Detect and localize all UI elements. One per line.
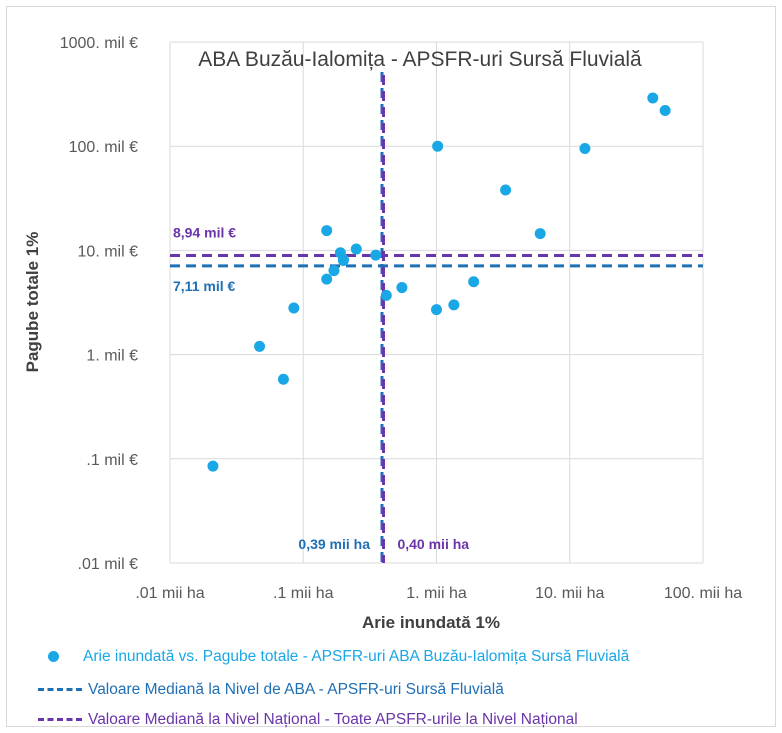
data-point bbox=[659, 105, 671, 117]
x-tick-label: .1 mii ha bbox=[273, 585, 334, 602]
x-tick-label: 1. mii ha bbox=[406, 585, 467, 602]
data-point bbox=[579, 143, 591, 155]
y-tick-label: 100. mil € bbox=[69, 139, 138, 156]
median-aba-x-label: 0,39 mii ha bbox=[298, 536, 370, 552]
data-point bbox=[468, 276, 480, 288]
y-tick-label: 10. mil € bbox=[78, 243, 139, 260]
chart-frame bbox=[6, 6, 776, 727]
data-point bbox=[432, 140, 444, 152]
data-point bbox=[647, 92, 659, 104]
data-point bbox=[448, 299, 460, 311]
median-national-y-label: 8,94 mil € bbox=[173, 224, 236, 240]
y-tick-label: 1000. mil € bbox=[60, 35, 138, 52]
data-point bbox=[350, 243, 362, 255]
legend-label-median-national: Valoare Mediană la Nivel Național - Toat… bbox=[88, 711, 578, 728]
data-point bbox=[207, 460, 219, 472]
x-tick-label: 10. mii ha bbox=[535, 585, 604, 602]
median-lines-layer: 8,94 mil € 7,11 mil € 0,39 mii ha 0,40 mii … bbox=[170, 72, 703, 563]
median-aba-y-label: 7,11 mil € bbox=[173, 278, 235, 294]
data-point bbox=[277, 373, 289, 385]
x-tick-label: .01 mii ha bbox=[135, 585, 204, 602]
legend-dash-marker-aba bbox=[38, 688, 82, 692]
x-tick-label: 100. mii ha bbox=[664, 585, 742, 602]
legend-item-median-national: Valoare Mediană la Nivel Național - Toat… bbox=[38, 711, 578, 729]
y-tick-label: 1. mil € bbox=[86, 348, 138, 365]
data-point bbox=[321, 273, 333, 285]
y-axis-label: Pagube totale 1% bbox=[23, 232, 42, 373]
y-tick-label: .01 mil € bbox=[78, 556, 139, 573]
data-point bbox=[370, 249, 382, 261]
x-axis-label: Arie inundată 1% bbox=[362, 613, 500, 632]
data-point bbox=[431, 304, 442, 316]
chart-title: ABA Buzău-Ialomița - APSFR-uri Sursă Flu… bbox=[198, 48, 642, 71]
data-point bbox=[321, 225, 333, 237]
data-point bbox=[288, 302, 300, 314]
median-national-x-label: 0,40 mii ha bbox=[397, 536, 469, 552]
data-point bbox=[254, 340, 266, 352]
tick-labels-layer: .01 mil € .1 mil € 1. mil € 10. mil € 100. m… bbox=[60, 35, 743, 602]
data-points-layer bbox=[207, 92, 671, 472]
data-point bbox=[337, 253, 349, 265]
data-point bbox=[328, 265, 340, 277]
legend-dash-marker-national bbox=[38, 718, 82, 722]
legend-label-points: Arie inundată vs. Pagube totale - APSFR-… bbox=[83, 648, 630, 665]
legend-dot-marker bbox=[48, 651, 59, 663]
grid-layer bbox=[169, 41, 704, 564]
data-point bbox=[380, 289, 392, 301]
y-tick-label: .1 mil € bbox=[86, 452, 138, 469]
legend-item-median-aba: Valoare Mediană la Nivel de ABA - APSFR-… bbox=[38, 681, 504, 699]
legend-label-median-aba: Valoare Mediană la Nivel de ABA - APSFR-… bbox=[88, 681, 504, 698]
legend-item-points: Arie inundată vs. Pagube totale - APSFR-… bbox=[38, 648, 629, 666]
data-point bbox=[396, 282, 408, 294]
data-point bbox=[500, 184, 512, 196]
data-point bbox=[534, 228, 546, 240]
